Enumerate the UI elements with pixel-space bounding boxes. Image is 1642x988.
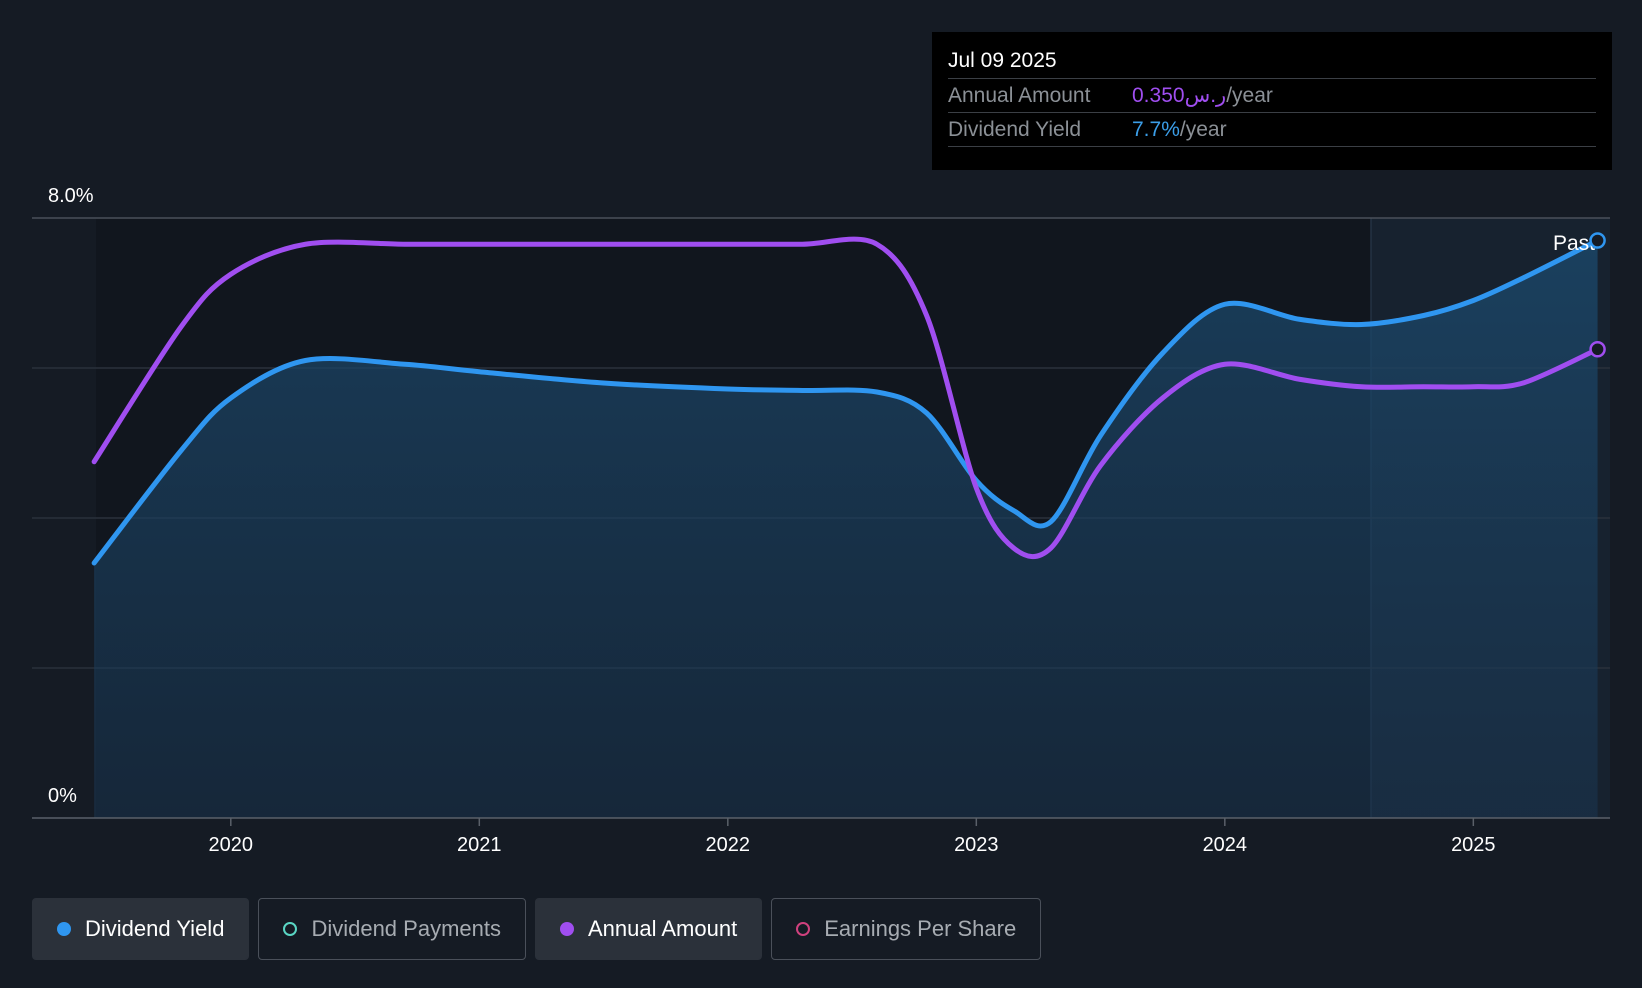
tooltip-value: 7.7% [1132,118,1180,141]
dividend-yield-endpoint[interactable] [1589,232,1606,249]
tooltip-date: Jul 09 2025 [948,46,1596,79]
x-tick-label: 2020 [209,834,254,856]
x-tick-label: 2022 [706,834,751,856]
x-tick-label: 2024 [1203,834,1248,856]
legend-dividend-yield[interactable]: Dividend Yield [32,898,250,960]
tooltip-row-annual-amount: Annual Amount 0.350ر.س /year [948,79,1596,113]
dividend-yield-area [94,240,1598,818]
annual-amount-endpoint[interactable] [1589,341,1606,358]
tooltip-label: Annual Amount [948,84,1091,107]
legend-label: Dividend Payments [311,916,501,941]
tooltip-row-dividend-yield: Dividend Yield 7.7% /year [948,113,1596,147]
y-tick-top: 8.0% [48,185,94,207]
tooltip-unit: /year [1226,84,1273,107]
tooltip-unit: /year [1179,118,1227,141]
annual-amount-dot-icon [559,922,574,936]
legend: Dividend Yield Dividend Payments Annual … [32,898,1050,960]
x-tick-label: 2023 [954,834,999,856]
x-tick-label: 2025 [1451,834,1496,856]
x-tick-label: 2021 [457,834,502,856]
tooltip-label: Dividend Yield [948,118,1082,141]
legend-earnings-per-share[interactable]: Earnings Per Share [771,898,1042,960]
legend-label: Annual Amount [587,916,738,941]
dividend-yield-line [91,238,1601,566]
legend-dividend-payments[interactable]: Dividend Payments [258,898,526,960]
legend-label: Earnings Per Share [824,916,1017,941]
past-label: Past [1553,232,1595,255]
earnings-per-share-dot-icon [796,922,811,936]
legend-label: Dividend Yield [85,916,225,941]
y-tick-bottom: 0% [48,785,77,807]
dividend-payments-dot-icon [283,922,298,936]
x-axis-ticks: 2020 2021 2022 2023 2024 2025 [209,818,1496,856]
dividend-yield-dot-icon [57,922,71,936]
legend-annual-amount[interactable]: Annual Amount [534,898,763,960]
tooltip-value: 0.350ر.س [1132,84,1227,107]
annual-amount-line [91,236,1601,560]
data-tooltip: Jul 09 2025 Annual Amount 0.350ر.س /year… [932,32,1612,170]
